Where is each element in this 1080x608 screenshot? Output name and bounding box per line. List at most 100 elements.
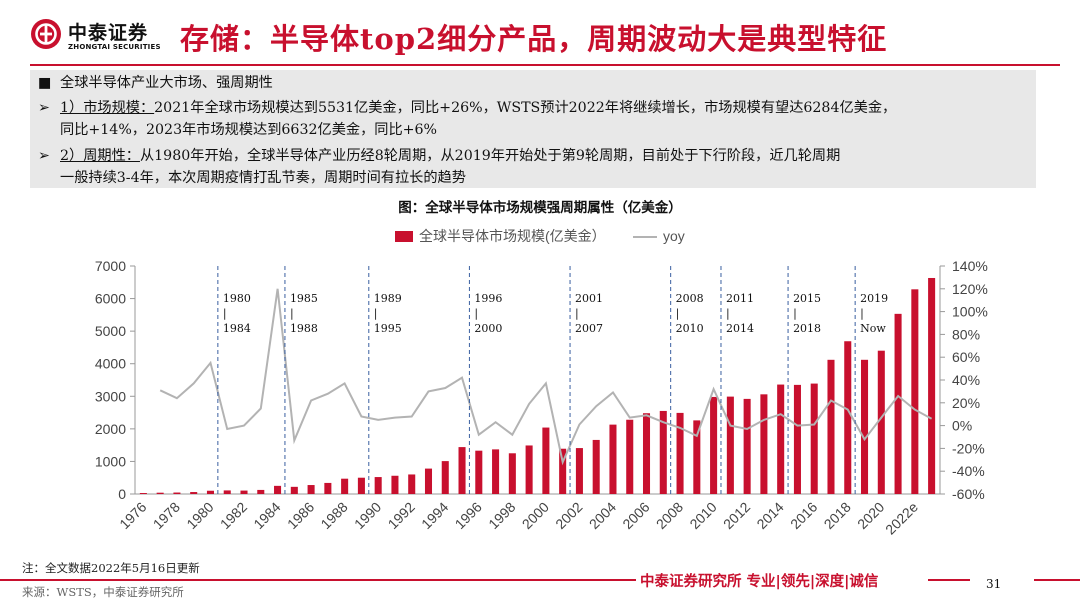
cycle-label-start: 1985 <box>290 292 318 305</box>
slide-header: 中泰证券 ZHONGTAI SECURITIES 存储：半导体top2细分产品，… <box>0 0 1080 66</box>
company-logo: 中泰证券 ZHONGTAI SECURITIES <box>30 16 180 56</box>
right-axis-tick-label: 80% <box>952 326 980 342</box>
right-axis-tick-label: 60% <box>952 349 980 365</box>
x-axis-tick-label: 2002 <box>552 499 585 532</box>
bar-1976 <box>139 493 147 494</box>
bar-2002 <box>575 448 583 494</box>
left-axis-tick-label: 1000 <box>95 453 126 469</box>
x-axis-tick-label: 2014 <box>753 499 786 532</box>
bar-1984 <box>274 485 282 494</box>
bar-1979 <box>190 492 198 494</box>
right-axis-tick-label: -40% <box>952 463 985 479</box>
bar-2017 <box>827 359 835 494</box>
x-axis-tick-label: 2008 <box>653 499 686 532</box>
left-axis-tick-label: 7000 <box>95 258 126 274</box>
left-axis-tick-label: 0 <box>118 486 126 502</box>
x-axis-tick-label: 1978 <box>150 499 183 532</box>
x-axis-tick-label: 2018 <box>821 499 854 532</box>
cycle-label-sep: | <box>793 307 797 321</box>
legend-bar-swatch <box>395 231 413 242</box>
right-axis-tick-label: 140% <box>952 258 988 274</box>
slide-title: 存储：半导体top2细分产品，周期波动大是典型特征 <box>180 22 888 56</box>
bar-2009 <box>693 420 701 494</box>
cycle-label-end: 1984 <box>223 322 251 335</box>
bar-1998 <box>508 453 516 494</box>
page-number: 31 <box>986 577 1002 591</box>
x-axis-tick-label: 2010 <box>686 499 719 532</box>
cycle-label-end: 1988 <box>290 322 318 335</box>
bar-2010 <box>710 396 718 494</box>
bar-2000 <box>542 427 550 494</box>
bar-1994 <box>441 461 449 494</box>
cycle-label-sep: | <box>860 307 864 321</box>
footer-slogan: 中泰证券研究所 专业|领先|深度|诚信 <box>640 574 879 590</box>
cycle-label-start: 2008 <box>676 292 704 305</box>
summary-item-market-size: ➢ 1）市场规模：2021年全球市场规模达到5531亿美金，同比+26%，WSTS… <box>38 97 896 119</box>
bar-1990 <box>374 477 382 494</box>
right-axis-tick-label: 100% <box>952 304 988 320</box>
cycle-label-end: 2000 <box>474 322 502 335</box>
cycle-label-end: 2014 <box>726 322 754 335</box>
cycle-label-sep: | <box>223 307 227 321</box>
logo-text-cn: 中泰证券 <box>68 22 149 44</box>
bar-2004 <box>609 424 617 494</box>
item-label: 1）市场规模： <box>60 100 155 116</box>
right-axis-tick-label: 20% <box>952 395 980 411</box>
bar-2022e <box>911 289 919 494</box>
right-axis-tick-label: 120% <box>952 281 988 297</box>
cycle-label-end: 2018 <box>793 322 821 335</box>
bar-1992 <box>408 474 416 494</box>
left-axis-tick-label: 6000 <box>95 291 126 307</box>
bar-2007 <box>659 410 667 494</box>
cycle-label-sep: | <box>374 307 378 321</box>
x-axis-tick-label: 1976 <box>116 499 149 532</box>
bar-2003 <box>592 439 600 494</box>
left-axis-tick-label: 2000 <box>95 421 126 437</box>
cycle-label-sep: | <box>726 307 730 321</box>
right-axis-tick-label: -20% <box>952 440 985 456</box>
x-axis-tick-label: 2004 <box>586 499 619 532</box>
x-axis-tick-label: 2000 <box>519 499 552 532</box>
bar-1999 <box>525 445 533 494</box>
left-axis-tick-label: 5000 <box>95 323 126 339</box>
x-axis-tick-label: 1980 <box>183 499 216 532</box>
bar-2012 <box>743 398 751 494</box>
x-axis-tick-label: 2016 <box>787 499 820 532</box>
x-axis-tick-label: 1986 <box>284 499 317 532</box>
bar-1987 <box>324 482 332 494</box>
logo-text-en: ZHONGTAI SECURITIES <box>68 43 161 51</box>
cycle-label-end: Now <box>860 322 886 335</box>
market-size-chart: 0 1000 2000 3000 4000 5000 6000 7000 -60% -40% -20… <box>95 228 988 538</box>
x-axis-tick-label: 1990 <box>351 499 384 532</box>
bar-1983 <box>257 489 265 494</box>
bar-1980 <box>206 490 214 494</box>
bar-1995 <box>458 447 466 494</box>
x-axis-tick-label: 1998 <box>485 499 518 532</box>
footnote: 注：全文数据2022年5月16日更新 <box>22 561 200 575</box>
bar-1996 <box>475 450 483 494</box>
cycle-label-sep: | <box>676 307 680 321</box>
cycle-label-start: 2019 <box>860 292 888 305</box>
x-axis-tick-label: 1996 <box>452 499 485 532</box>
cycle-label-sep: | <box>290 307 294 321</box>
arrow-bullet-icon: ➢ <box>38 100 50 116</box>
logo-mark-icon <box>31 19 61 49</box>
cycle-label-start: 1989 <box>374 292 402 305</box>
bar-2021 <box>894 313 902 494</box>
x-axis-tick-label: 2006 <box>619 499 652 532</box>
legend-line-label: yoy <box>663 228 685 244</box>
summary-heading: ■ 全球半导体产业大市场、强周期性 <box>38 72 273 94</box>
bar-2014 <box>777 384 785 494</box>
bar-2018 <box>844 341 852 494</box>
bar-1985 <box>290 486 298 494</box>
x-axis-tick-label: 1988 <box>317 499 350 532</box>
bar-2006 <box>642 413 651 494</box>
bar-2005 <box>626 419 634 494</box>
bar-2011 <box>726 396 734 494</box>
arrow-bullet-icon: ➢ <box>38 148 50 164</box>
footer-divider-right <box>1034 579 1080 581</box>
summary-box: ■ 全球半导体产业大市场、强周期性 ➢ 1）市场规模：2021年全球市场规模达到55… <box>30 70 1036 188</box>
square-bullet-icon: ■ <box>38 75 52 91</box>
footer-divider-left <box>0 579 636 581</box>
x-axis-tick-label: 2022e <box>882 499 921 538</box>
